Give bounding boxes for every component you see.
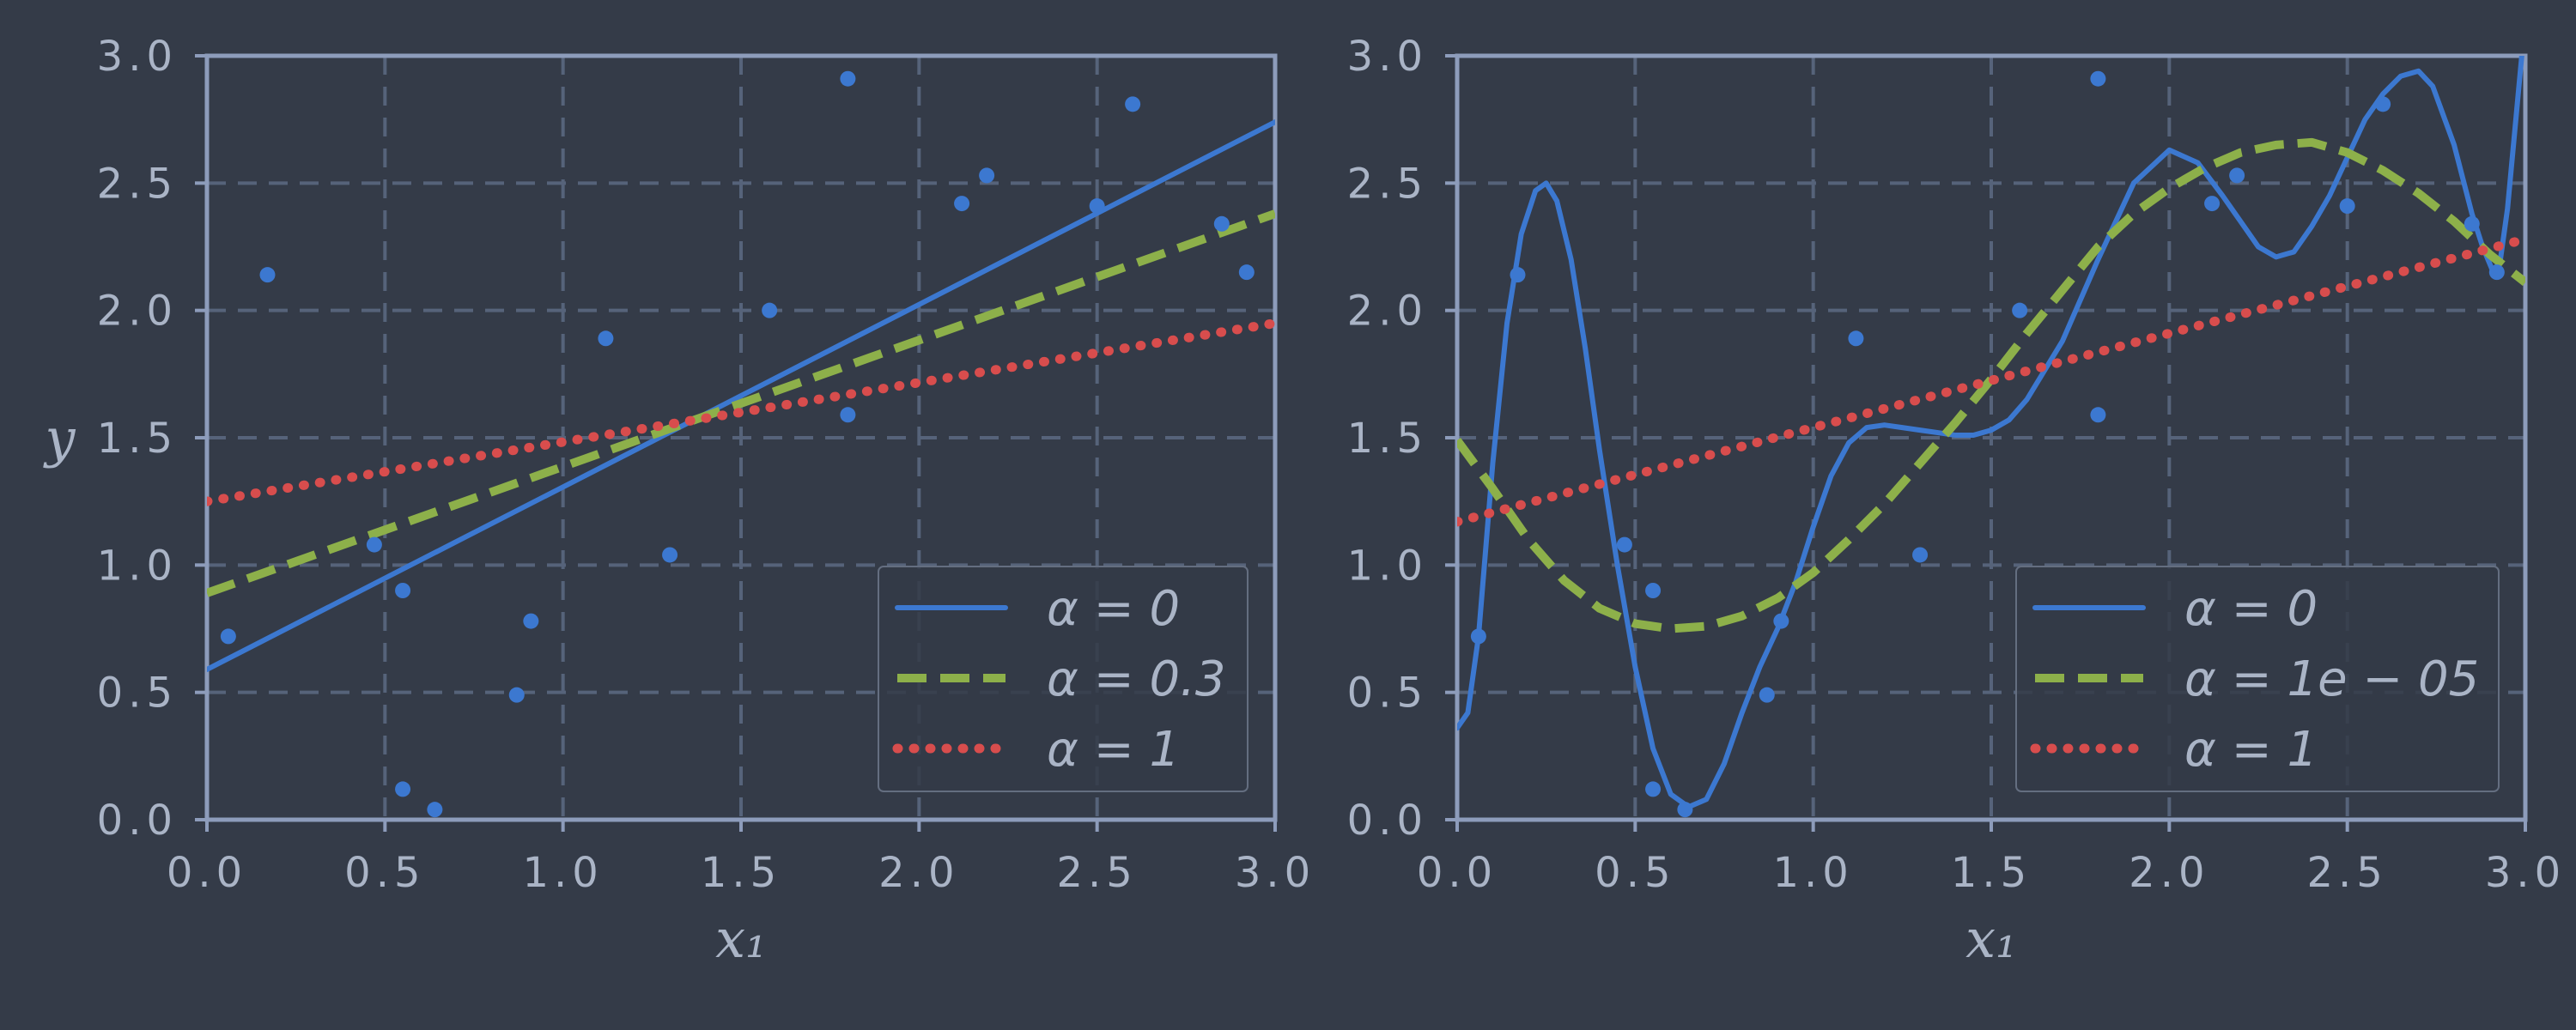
data-point <box>1677 802 1693 818</box>
data-point <box>1089 198 1105 215</box>
x-tick-label: 3.0 <box>1235 849 1315 897</box>
legend: α = 0 α = 1e − 05 α = 1 <box>2015 566 2500 792</box>
data-point <box>259 267 276 283</box>
legend-box <box>878 566 1249 792</box>
x-axis-label: x₁ <box>715 907 767 970</box>
data-point <box>840 407 856 423</box>
data-point <box>395 781 411 797</box>
data-point <box>220 628 236 645</box>
x-tick-label: 2.0 <box>878 849 959 897</box>
grid <box>1457 56 2525 820</box>
data-point <box>2375 96 2391 112</box>
data-point <box>598 330 614 347</box>
series-line-dotted <box>1457 234 2525 527</box>
series-line-dashed <box>207 209 1275 597</box>
data-point <box>954 196 970 212</box>
legend: α = 0 α = 0.3 α = 1 <box>878 566 1249 792</box>
data-point <box>1616 536 1632 553</box>
data-point <box>1470 628 1486 645</box>
data-point <box>2090 407 2106 423</box>
plot-area <box>1457 56 2525 810</box>
x-axis-label: x₁ <box>1965 907 2017 970</box>
scatter-points <box>1470 70 2505 818</box>
legend-label: α = 1 <box>2184 722 2318 778</box>
data-point <box>1238 264 1255 281</box>
legend-label: α = 1e − 05 <box>2184 651 2479 707</box>
y-tick-label: 2.0 <box>1347 288 1428 336</box>
y-tick-label: 1.0 <box>97 542 178 590</box>
series-line-dotted <box>207 318 1275 506</box>
x-tick-label: 0.5 <box>344 849 425 897</box>
data-point <box>2488 264 2505 281</box>
right-chart-panel: 0.0 0.5 1.0 1.5 2.0 2.5 3.0 0.0 0.5 1.0 1.5 2.0 2.5 3… <box>1347 33 2566 970</box>
data-point <box>1510 267 1526 283</box>
y-tick-label: 3.0 <box>97 33 178 81</box>
y-tick-label: 0.0 <box>1347 797 1428 845</box>
data-point <box>2229 167 2245 184</box>
x-tick-label: 2.5 <box>1056 849 1137 897</box>
legend-label: α = 0.3 <box>1047 651 1226 707</box>
data-point <box>2464 215 2480 232</box>
data-point <box>1848 330 1864 347</box>
data-point <box>1759 687 1775 703</box>
data-point <box>366 536 382 553</box>
data-point <box>508 687 525 703</box>
x-tick-label: 2.5 <box>2306 849 2387 897</box>
data-point <box>1912 547 1929 563</box>
x-tick-label: 0.5 <box>1595 849 1675 897</box>
data-point <box>427 802 443 818</box>
x-tick-label: 0.0 <box>1417 849 1498 897</box>
data-point <box>523 613 539 629</box>
data-point <box>2090 70 2106 87</box>
data-point <box>1645 781 1662 797</box>
x-tick-label: 1.5 <box>701 849 781 897</box>
data-point <box>2204 196 2221 212</box>
x-tick-label: 0.0 <box>167 849 247 897</box>
x-tick-label: 1.0 <box>1772 849 1853 897</box>
legend-label: α = 1 <box>1047 722 1180 778</box>
y-tick-label: 0.5 <box>1347 670 1428 718</box>
data-point <box>840 70 856 87</box>
legend-box <box>2015 566 2500 792</box>
y-tick-label: 2.5 <box>97 160 178 208</box>
y-tick-label: 3.0 <box>1347 33 1428 81</box>
scatter-points <box>220 70 1255 818</box>
data-point <box>1645 583 1662 598</box>
data-point <box>662 547 678 563</box>
data-point <box>1213 215 1230 232</box>
x-tick-label: 1.5 <box>1951 849 2032 897</box>
grid <box>207 56 1275 820</box>
y-tick-label: 0.5 <box>97 670 178 718</box>
y-axis-label: y <box>42 407 76 470</box>
y-tick-label: 1.5 <box>1347 415 1428 463</box>
y-tick-label: 1.0 <box>1347 542 1428 590</box>
y-tick-label: 1.5 <box>97 415 178 463</box>
y-tick-label: 2.0 <box>97 288 178 336</box>
data-point <box>1773 613 1789 629</box>
y-tick-label: 0.0 <box>97 797 178 845</box>
data-point <box>979 167 995 184</box>
x-tick-label: 3.0 <box>2485 849 2566 897</box>
data-point <box>395 583 411 598</box>
x-tick-label: 1.0 <box>522 849 603 897</box>
data-point <box>1125 96 1141 112</box>
legend-label: α = 0 <box>2184 581 2318 637</box>
legend-label: α = 0 <box>1047 581 1180 637</box>
y-tick-label: 2.5 <box>1347 160 1428 208</box>
data-point <box>2339 198 2355 215</box>
x-tick-label: 2.0 <box>2129 849 2209 897</box>
data-point <box>2012 302 2028 318</box>
left-chart-panel: 0.0 0.5 1.0 1.5 2.0 2.5 3.0 0.0 0.5 1.0 1.5 2.0 2.5 3… <box>42 33 1315 970</box>
data-point <box>762 302 778 318</box>
